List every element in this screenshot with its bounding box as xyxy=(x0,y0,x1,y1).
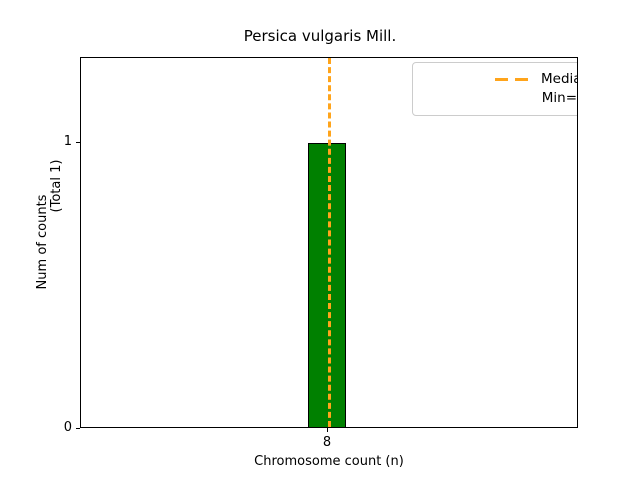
blank-swatch-icon xyxy=(496,92,532,106)
median-line xyxy=(328,58,331,427)
legend-entry-median: Median(n)=8.0 xyxy=(422,70,577,89)
y-tick-mark-0 xyxy=(76,428,80,429)
y-tick-label-1: 1 xyxy=(63,134,72,149)
chart-legend: Median(n)=8.0 Min=8, Max=8 xyxy=(412,62,578,116)
x-tick-label-8: 8 xyxy=(322,435,332,450)
y-tick-mark-1 xyxy=(76,142,80,143)
y-axis-label-total: (Total 1) xyxy=(49,159,64,213)
chart-title: Persica vulgaris Mill. xyxy=(243,27,397,45)
x-tick-mark-8 xyxy=(327,428,328,432)
plot-area: Median(n)=8.0 Min=8, Max=8 xyxy=(80,57,578,428)
y-axis-label: Num of counts xyxy=(35,194,50,290)
x-axis-label: Chromosome count (n) xyxy=(254,454,404,469)
y-tick-label-0: 0 xyxy=(63,420,72,435)
bar-8 xyxy=(308,143,346,427)
legend-entry-minmax: Min=8, Max=8 xyxy=(422,89,578,108)
legend-label-minmax: Min=8, Max=8 xyxy=(541,90,578,106)
dashed-line-icon xyxy=(495,73,531,87)
legend-label-median: Median(n)=8.0 xyxy=(541,71,577,87)
